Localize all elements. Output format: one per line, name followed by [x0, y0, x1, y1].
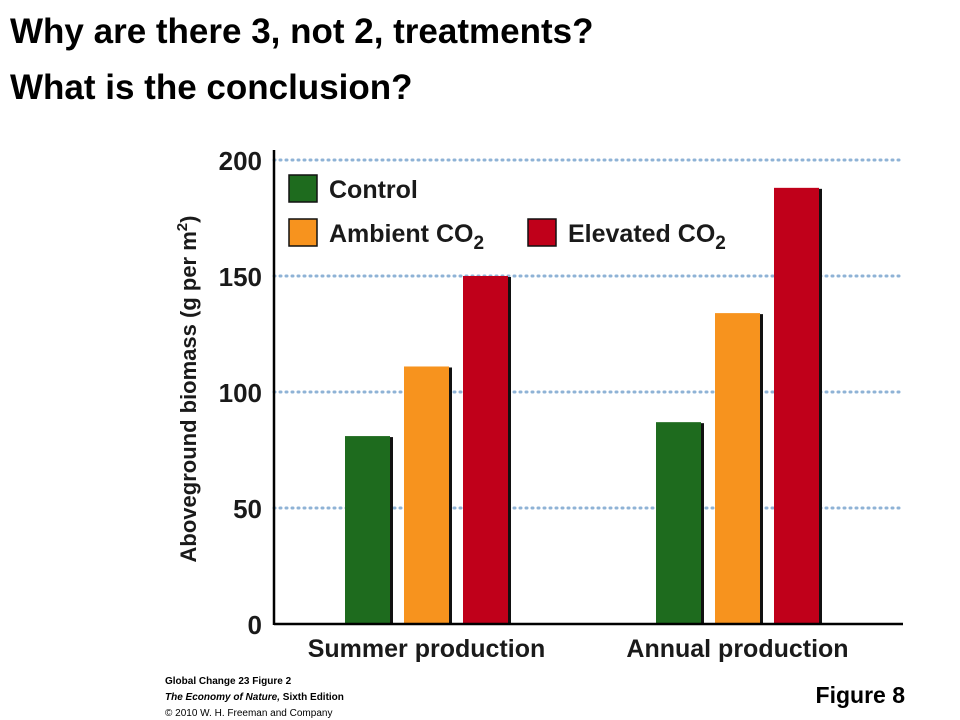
credit-book: The Economy of Nature, Sixth Edition: [165, 693, 344, 703]
credit-figure-ref: Global Change 23 Figure 2: [165, 676, 292, 687]
y-tick-label: 200: [219, 146, 262, 176]
headline-question-1: Why are there 3, not 2, treatments?: [10, 12, 594, 51]
y-axis-title: Aboveground biomass (g per m2): [174, 216, 201, 563]
legend-swatch-elevated-co: [527, 218, 557, 247]
y-tick-label: 100: [219, 378, 262, 408]
legend-label-text: Elevated CO: [568, 220, 715, 248]
credit-book-edition: Sixth Edition: [280, 692, 344, 703]
x-category-label: Summer production: [308, 635, 546, 663]
legend-label-text: Control: [329, 176, 418, 204]
bar-ambient-co-0: [404, 366, 449, 624]
bar-control-0: [345, 436, 390, 624]
y-axis-title-text: Aboveground biomass (g per m: [176, 231, 201, 562]
y-axis-title-close: ): [176, 216, 201, 223]
legend-label-subscript: 2: [473, 233, 484, 254]
axes: 0 50 100 150 200 Summer production Annual prod…: [174, 146, 903, 663]
x-category-label: Annual production: [626, 635, 848, 663]
headline-question-2: What is the conclusion?: [10, 68, 413, 107]
y-tick-label: 0: [248, 610, 262, 640]
y-tick-label: 150: [219, 262, 262, 292]
legend-label: Ambient CO2: [329, 220, 484, 254]
bar-ambient-co-1: [715, 313, 760, 624]
y-axis-title-superscript: 2: [174, 223, 191, 231]
legend-label-subscript: 2: [715, 233, 726, 254]
legend-label: Control: [329, 176, 418, 204]
legend-label: Elevated CO2: [568, 220, 726, 254]
y-tick-label: 50: [233, 494, 262, 524]
legend-swatch-ambient-co: [288, 218, 318, 247]
bar-elevated-co-1: [774, 187, 819, 624]
bars: [345, 187, 822, 624]
bar-control-1: [656, 422, 701, 624]
legend-swatch-control: [288, 174, 318, 203]
figure-label: Figure 8: [815, 682, 905, 708]
bar-elevated-co-0: [463, 276, 508, 624]
credit-book-title: The Economy of Nature,: [165, 692, 281, 703]
credit-copyright: © 2010 W. H. Freeman and Company: [165, 708, 333, 719]
legend-label-text: Ambient CO: [329, 220, 473, 248]
